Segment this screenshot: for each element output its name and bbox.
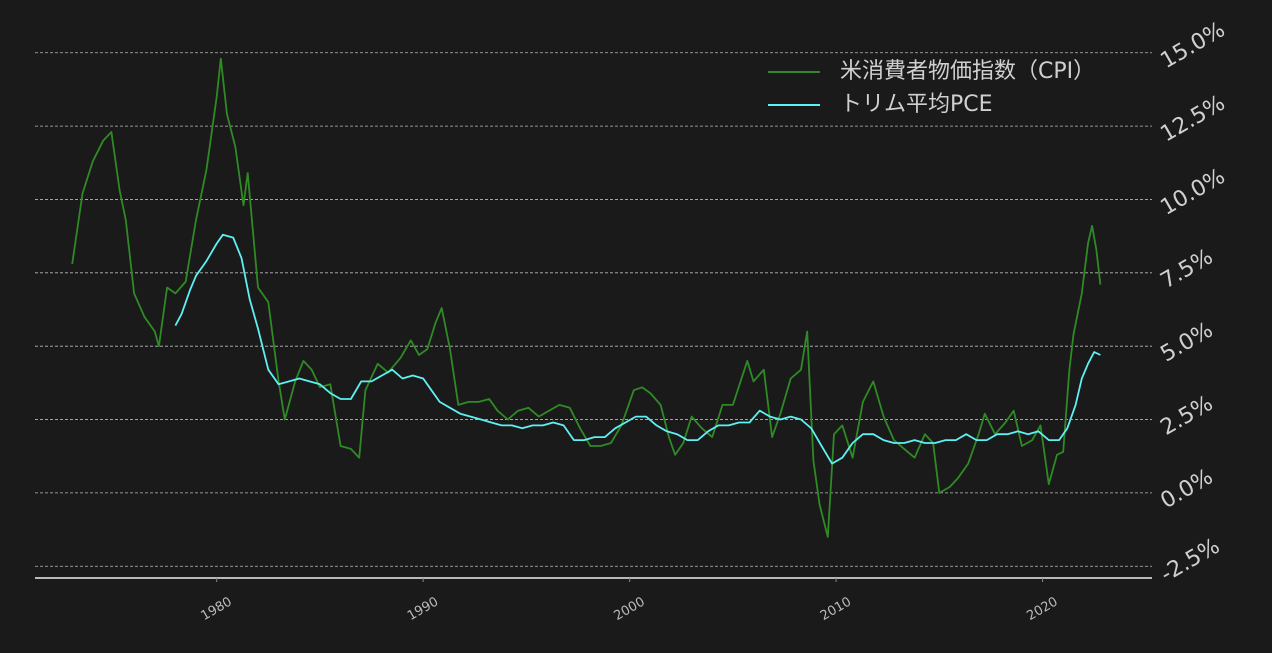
series-line [71, 57, 1102, 538]
y-tick-label: 2.5% [1157, 391, 1218, 441]
y-tick-label: 15.0% [1157, 17, 1230, 74]
y-tick-label: 5.0% [1157, 318, 1218, 368]
legend-label: トリム平均PCE [840, 92, 993, 117]
y-tick-label: 12.5% [1157, 91, 1230, 148]
x-tick-label: 2000 [611, 594, 647, 624]
y-tick-label: 7.5% [1157, 244, 1218, 294]
x-tick-label: 1980 [199, 594, 235, 624]
x-tick-label: 1990 [405, 594, 441, 624]
y-tick-label: 0.0% [1157, 464, 1218, 514]
x-tick-label: 2010 [818, 594, 854, 624]
y-tick-label: 10.0% [1157, 164, 1230, 221]
legend-label: 米消費者物価指数（CPI） [840, 59, 1095, 84]
series-line [174, 233, 1101, 465]
y-tick-label: -2.5% [1157, 534, 1225, 588]
x-tick-label: 2020 [1024, 594, 1060, 624]
